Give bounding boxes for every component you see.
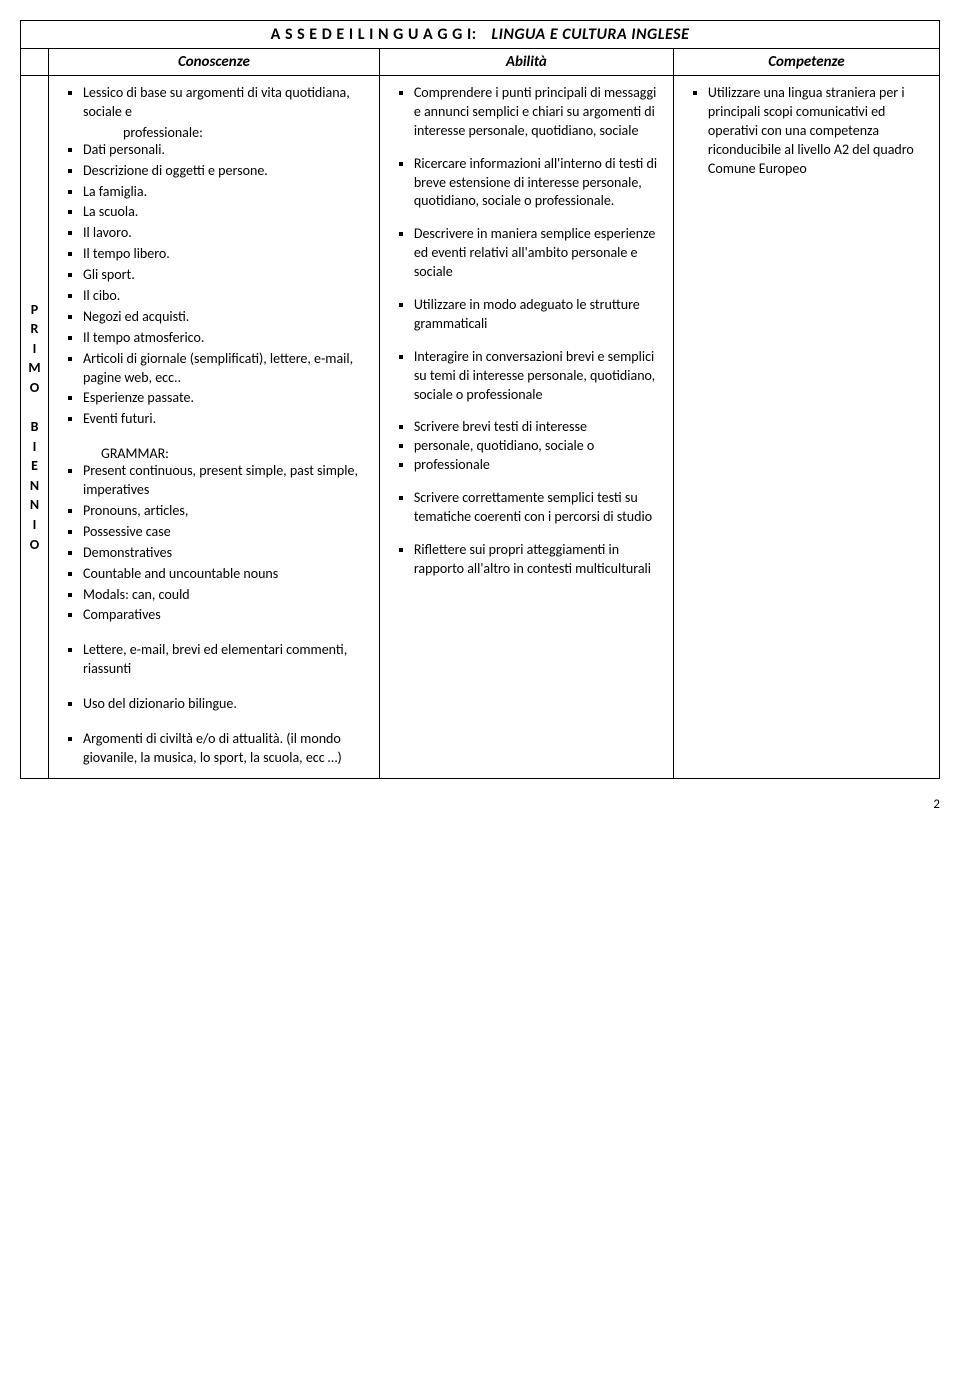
list-item: Lessico di base su argomenti di vita quo… bbox=[83, 84, 367, 122]
side-letter: M bbox=[28, 358, 40, 378]
main-table: A S S E D E I L I N G U A G G I: LINGUA … bbox=[20, 20, 940, 779]
list-item: Gli sport. bbox=[83, 266, 367, 285]
side-letter: N bbox=[30, 476, 39, 496]
conoscenze-list-2: Present continuous, present simple, past… bbox=[61, 462, 367, 625]
title-row: A S S E D E I L I N G U A G G I: LINGUA … bbox=[21, 21, 940, 49]
side-letter bbox=[33, 398, 36, 418]
list-item: Descrivere in maniera semplice esperienz… bbox=[414, 225, 661, 282]
header-competenze: Competenze bbox=[673, 49, 939, 76]
list-item: Ricercare informazioni all'interno di te… bbox=[414, 155, 661, 212]
header-abilita: Abilità bbox=[379, 49, 673, 76]
side-letter: B bbox=[31, 417, 39, 437]
list-item: Negozi ed acquisti. bbox=[83, 308, 367, 327]
title-axis: A S S E D E I L I N G U A G G I: bbox=[271, 25, 477, 44]
list-item: Descrizione di oggetti e persone. bbox=[83, 162, 367, 181]
side-letters: PRIMO BIENNIO bbox=[23, 300, 46, 555]
conoscenze-list-3: Lettere, e-mail, brevi ed elementari com… bbox=[61, 641, 367, 679]
list-item: Pronouns, articles, bbox=[83, 502, 367, 521]
list-item: Scrivere correttamente semplici testi su… bbox=[414, 489, 661, 527]
conoscenze-cell: Lessico di base su argomenti di vita quo… bbox=[49, 76, 380, 779]
abilita-cell: Comprendere i punti principali di messag… bbox=[379, 76, 673, 779]
list-item: La scuola. bbox=[83, 203, 367, 222]
list-item: Il cibo. bbox=[83, 287, 367, 306]
list-item: Esperienze passate. bbox=[83, 389, 367, 408]
side-letter: E bbox=[31, 456, 38, 476]
side-letter: I bbox=[33, 515, 37, 535]
list-item: Argomenti di civiltà e/o di attualità. (… bbox=[83, 730, 367, 768]
list-item: Lettere, e-mail, brevi ed elementari com… bbox=[83, 641, 367, 679]
list-item: Eventi futuri. bbox=[83, 410, 367, 429]
header-spacer bbox=[21, 49, 49, 76]
list-item: Comprendere i punti principali di messag… bbox=[414, 84, 661, 141]
page-container: A S S E D E I L I N G U A G G I: LINGUA … bbox=[20, 20, 940, 812]
list-item: Utilizzare in modo adeguato le strutture… bbox=[414, 296, 661, 334]
list-item: Utilizzare una lingua straniera per i pr… bbox=[708, 84, 927, 178]
side-letter: N bbox=[30, 495, 39, 515]
list-item: Il tempo libero. bbox=[83, 245, 367, 264]
side-letter: I bbox=[33, 437, 37, 457]
conoscenze-list-5: Argomenti di civiltà e/o di attualità. (… bbox=[61, 730, 367, 768]
conoscenze-list-1: Lessico di base su argomenti di vita quo… bbox=[61, 84, 367, 429]
list-item: Il lavoro. bbox=[83, 224, 367, 243]
title-subject: LINGUA E CULTURA INGLESE bbox=[491, 25, 689, 44]
list-item: Countable and uncountable nouns bbox=[83, 565, 367, 584]
list-item: Demonstratives bbox=[83, 544, 367, 563]
competenze-cell: Utilizzare una lingua straniera per i pr… bbox=[673, 76, 939, 779]
list-item: Interagire in conversazioni brevi e semp… bbox=[414, 348, 661, 405]
list-item: professionale bbox=[414, 456, 661, 475]
list-item: Present continuous, present simple, past… bbox=[83, 462, 367, 500]
list-item: Comparatives bbox=[83, 606, 367, 625]
side-letter: P bbox=[31, 300, 38, 320]
side-letter: R bbox=[31, 319, 39, 339]
list-item: Dati personali. bbox=[83, 141, 367, 160]
side-letter: O bbox=[30, 378, 39, 398]
list-item: Modals: can, could bbox=[83, 586, 367, 605]
title-cell: A S S E D E I L I N G U A G G I: LINGUA … bbox=[21, 21, 940, 49]
list-item: Riflettere sui propri atteggiamenti in r… bbox=[414, 541, 661, 579]
list-item: Il tempo atmosferico. bbox=[83, 329, 367, 348]
list-item: Uso del dizionario bilingue. bbox=[83, 695, 367, 714]
list-item: personale, quotidiano, sociale o bbox=[414, 437, 661, 456]
list-item: La famiglia. bbox=[83, 183, 367, 202]
conoscenze-list-4: Uso del dizionario bilingue. bbox=[61, 695, 367, 714]
list-item: Articoli di giornale (semplificati), let… bbox=[83, 350, 367, 388]
header-row: Conoscenze Abilità Competenze bbox=[21, 49, 940, 76]
side-letter: O bbox=[30, 535, 39, 555]
list-item: Possessive case bbox=[83, 523, 367, 542]
side-letter: I bbox=[33, 339, 37, 359]
abilita-list: Comprendere i punti principali di messag… bbox=[392, 84, 661, 579]
content-row: PRIMO BIENNIO Lessico di base su argomen… bbox=[21, 76, 940, 779]
indented-continuation: professionale: bbox=[83, 124, 367, 141]
grammar-label: GRAMMAR: bbox=[61, 445, 367, 462]
side-label: PRIMO BIENNIO bbox=[21, 76, 49, 779]
list-item: Scrivere brevi testi di interesse bbox=[414, 418, 661, 437]
page-number: 2 bbox=[20, 797, 940, 812]
competenze-list: Utilizzare una lingua straniera per i pr… bbox=[686, 84, 927, 178]
header-conoscenze: Conoscenze bbox=[49, 49, 380, 76]
